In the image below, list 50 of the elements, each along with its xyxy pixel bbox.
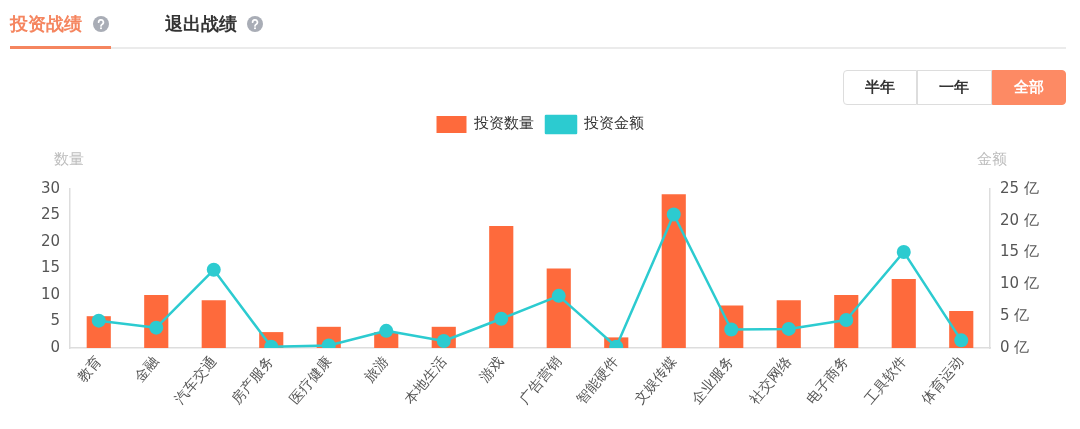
y2-tick-label: 0 亿 xyxy=(1000,337,1030,356)
x-tick-label: 医疗健康 xyxy=(285,353,334,407)
point xyxy=(494,311,509,326)
y-tick-label: 20 xyxy=(40,231,60,250)
bar xyxy=(546,268,571,348)
point xyxy=(206,262,221,277)
text: 退出战绩 xyxy=(165,12,237,36)
x-tick-label: 广告营销 xyxy=(515,353,564,407)
y2-tick-label: 25 亿 xyxy=(1000,178,1039,197)
x-tick-label: 本地生活 xyxy=(400,353,449,407)
bar xyxy=(201,300,226,348)
x-tick-label: 电子商务 xyxy=(803,353,852,407)
chart-title: 投资战绩 xyxy=(10,12,82,36)
y-tick-label: 5 xyxy=(50,311,60,330)
y-tick-label: 0 xyxy=(50,337,60,356)
bar xyxy=(661,194,686,348)
x-tick-label: 企业服务 xyxy=(688,353,737,407)
y2-tick-label: 15 亿 xyxy=(1000,242,1039,261)
x-tick-label: 教育 xyxy=(73,353,104,386)
x-tick-label: 文娱传媒 xyxy=(630,353,679,407)
x-tick-label: 体育运动 xyxy=(918,353,967,407)
x-tick-label: 工具软件 xyxy=(860,353,909,407)
point xyxy=(379,323,394,338)
x-tick-label: 金融 xyxy=(131,353,162,386)
x-tick-label: 社交网络 xyxy=(745,353,794,407)
x-tick-label: 游戏 xyxy=(476,353,507,386)
x-tick-label: 汽车交通 xyxy=(170,353,219,407)
legend-label: 投资数量 xyxy=(473,114,534,133)
y-tick-label: 15 xyxy=(40,258,60,277)
y2-tick-label: 20 亿 xyxy=(1000,210,1039,229)
point xyxy=(91,313,106,328)
y-tick-label: 10 xyxy=(40,284,60,303)
y2-axis-title: 金额 xyxy=(977,149,1007,168)
bar xyxy=(489,226,514,348)
bar xyxy=(891,279,916,348)
x-tick-label: 旅游 xyxy=(361,353,392,386)
point xyxy=(666,207,681,222)
x-tick-label: 智能硬件 xyxy=(573,353,622,407)
y-tick-label: 30 xyxy=(40,178,60,197)
legend-label: 投资金额 xyxy=(582,114,644,133)
y-tick-label: 25 xyxy=(40,205,60,224)
point xyxy=(954,333,969,348)
point xyxy=(896,244,911,259)
period-button[interactable]: 一年 xyxy=(917,70,992,105)
x-tick-label: 房产服务 xyxy=(228,353,277,407)
y2-tick-label: 5 亿 xyxy=(1000,306,1030,325)
y2-tick-label: 10 亿 xyxy=(1000,274,1039,293)
point xyxy=(551,288,566,303)
period-button[interactable]: 半年 xyxy=(842,70,917,105)
y-axis-title: 数量 xyxy=(54,149,84,168)
